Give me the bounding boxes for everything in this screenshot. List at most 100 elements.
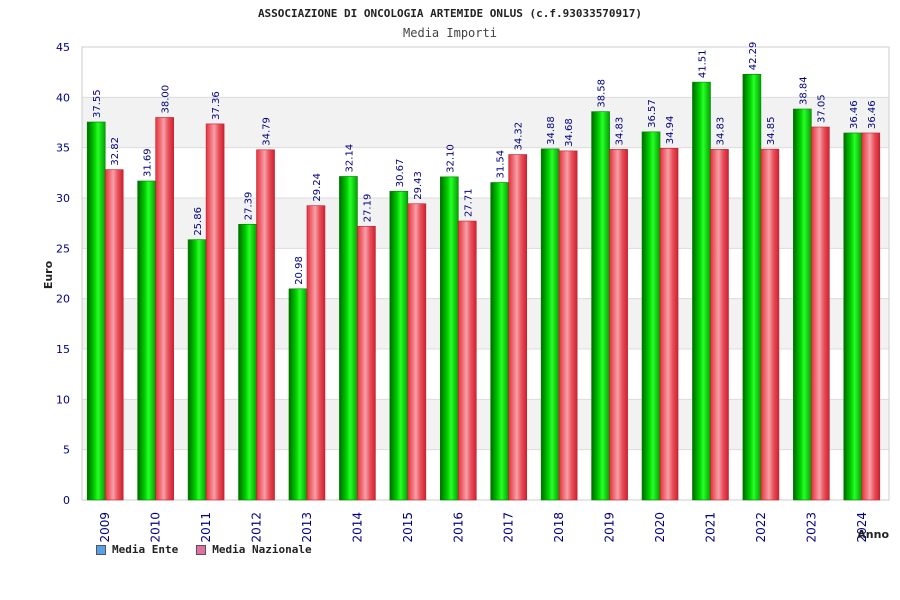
x-tick-label: 2009: [98, 512, 112, 543]
x-tick-label: 2015: [401, 512, 415, 543]
data-label: 34.83: [615, 117, 626, 146]
bar-media-nazionale: [104, 169, 124, 501]
x-tick-label: 2013: [300, 512, 314, 543]
data-label: 38.84: [798, 76, 809, 105]
data-label: 34.79: [262, 117, 273, 146]
bar-media-nazionale: [457, 220, 477, 501]
bar-media-nazionale: [609, 149, 628, 501]
bar-media-ente: [540, 148, 560, 501]
y-axis-ticks: 0 5 10 15 20 25 30 35 40 45: [56, 41, 70, 507]
legend-label-media-nazionale: Media Nazionale: [212, 543, 312, 556]
bar-media-nazionale: [861, 132, 881, 501]
bar-media-ente: [591, 111, 610, 501]
bar-media-nazionale: [407, 203, 427, 501]
bar-media-ente: [692, 81, 711, 501]
bar-media-nazionale: [357, 225, 376, 501]
x-tick-label: 2021: [703, 512, 717, 543]
legend-item-media-nazionale: Media Nazionale: [196, 543, 312, 556]
y-tick-label: 20: [56, 293, 70, 306]
bar-media-ente: [793, 108, 812, 501]
data-label: 42.29: [748, 42, 759, 71]
bar-media-ente: [843, 132, 863, 501]
y-tick-label: 30: [56, 192, 70, 205]
bar-media-ente: [288, 288, 308, 501]
bar-media-nazionale: [659, 147, 679, 501]
y-tick-label: 10: [56, 393, 70, 406]
x-tick-label: 2020: [653, 512, 667, 543]
bar-media-ente: [86, 121, 106, 501]
bar-media-nazionale: [508, 154, 528, 501]
x-axis-title: Anno: [857, 528, 889, 541]
data-label: 31.54: [496, 150, 507, 179]
bar-media-ente: [742, 73, 762, 501]
x-tick-label: 2024: [855, 512, 869, 543]
data-label: 34.83: [715, 117, 726, 146]
x-tick-label: 2014: [350, 512, 364, 543]
data-label: 36.46: [867, 100, 878, 129]
data-label: 32.82: [110, 137, 121, 166]
legend-label-media-ente: Media Ente: [112, 543, 179, 556]
x-axis-ticks: 2009 2010 2011 2012 2013 2014 2015 2016 2017 2018…: [98, 512, 869, 543]
data-label: 34.68: [564, 118, 575, 147]
data-label: 25.86: [193, 207, 204, 236]
data-label: 38.00: [161, 85, 172, 114]
bar-media-nazionale: [306, 205, 326, 501]
data-label: 30.67: [395, 159, 406, 188]
plot-border: [81, 46, 890, 501]
chart-subtitle: Media Importi: [403, 26, 497, 40]
data-label: 38.58: [597, 79, 608, 108]
x-tick-label: 2010: [149, 512, 163, 543]
data-label: 20.98: [294, 256, 305, 285]
bar-media-nazionale: [155, 117, 174, 501]
x-tick-label: 2019: [603, 512, 617, 543]
bar-media-ente: [641, 131, 661, 501]
legend-swatch-media-ente: [96, 544, 106, 555]
bar-media-ente: [137, 180, 156, 501]
data-label: 27.39: [244, 192, 255, 221]
bar-media-nazionale: [760, 148, 780, 501]
data-label: 34.85: [766, 117, 777, 146]
data-label: 32.10: [445, 144, 456, 173]
y-tick-label: 35: [56, 142, 70, 155]
y-tick-label: 15: [56, 343, 70, 356]
bar-media-nazionale: [256, 149, 275, 501]
data-label: 31.69: [143, 148, 154, 177]
x-tick-label: 2012: [250, 512, 264, 543]
data-label: 32.14: [344, 144, 355, 173]
data-label: 36.46: [849, 100, 860, 129]
bars: [86, 73, 881, 501]
legend-item-media-ente: Media Ente: [96, 543, 178, 556]
y-tick-label: 5: [63, 444, 70, 457]
bar-media-nazionale: [558, 150, 578, 501]
data-label: 27.71: [463, 188, 474, 217]
bar-media-ente: [490, 182, 510, 501]
data-label: 36.57: [647, 99, 658, 128]
bar-media-ente: [238, 223, 257, 501]
chart-title: ASSOCIAZIONE DI ONCOLOGIA ARTEMIDE ONLUS…: [257, 7, 643, 20]
data-label: 34.88: [546, 116, 557, 145]
x-tick-label: 2023: [804, 512, 818, 543]
bar-media-ente: [439, 176, 459, 501]
data-label: 34.32: [514, 122, 525, 151]
bar-media-nazionale: [710, 149, 729, 501]
data-label: 37.55: [92, 89, 103, 118]
bar-media-ente: [389, 190, 409, 501]
data-label: 37.36: [211, 91, 222, 120]
bar-media-nazionale: [811, 126, 830, 501]
y-tick-label: 0: [63, 494, 70, 507]
bar-media-nazionale: [205, 123, 225, 501]
x-tick-label: 2022: [754, 512, 768, 543]
x-tick-label: 2016: [451, 512, 465, 543]
legend-swatch-media-nazionale: [196, 544, 207, 555]
data-label: 27.19: [362, 194, 373, 223]
data-label: 34.94: [665, 116, 676, 145]
x-tick-label: 2018: [552, 512, 566, 543]
x-tick-label: 2017: [502, 512, 516, 543]
data-label: 41.51: [697, 49, 708, 78]
value-labels: 37.55 32.82 31.69 38.00 25.86 37.36 27.39 34.79…: [92, 42, 878, 285]
y-tick-label: 40: [56, 91, 70, 104]
data-label: 29.24: [312, 173, 323, 202]
bar-media-ente: [187, 239, 207, 501]
data-label: 37.05: [816, 94, 827, 123]
